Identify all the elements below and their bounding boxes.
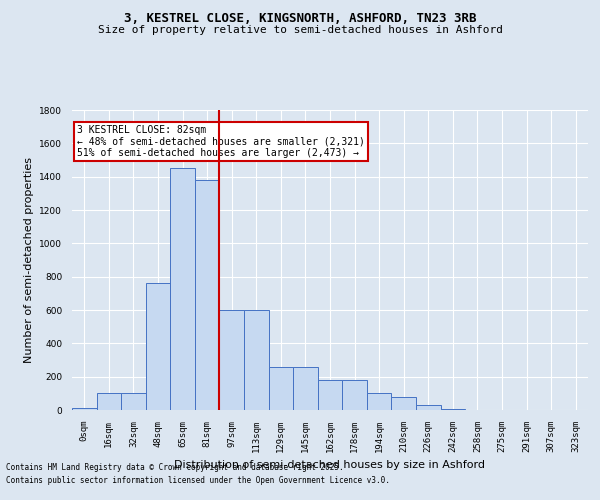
Bar [416,405,440,410]
Bar [269,366,293,410]
Bar [440,409,465,410]
Bar [97,394,121,410]
Text: 3, KESTREL CLOSE, KINGSNORTH, ASHFORD, TN23 3RB: 3, KESTREL CLOSE, KINGSNORTH, ASHFORD, T… [124,12,476,26]
Bar [72,408,97,410]
Bar [293,366,318,410]
X-axis label: Distribution of semi-detached houses by size in Ashford: Distribution of semi-detached houses by … [175,460,485,470]
Bar [367,394,391,410]
Bar [146,284,170,410]
Bar [391,396,416,410]
Text: Contains public sector information licensed under the Open Government Licence v3: Contains public sector information licen… [6,476,390,485]
Bar [318,380,342,410]
Text: Size of property relative to semi-detached houses in Ashford: Size of property relative to semi-detach… [97,25,503,35]
Bar [195,180,220,410]
Bar [170,168,195,410]
Bar [342,380,367,410]
Text: 3 KESTREL CLOSE: 82sqm
← 48% of semi-detached houses are smaller (2,321)
51% of : 3 KESTREL CLOSE: 82sqm ← 48% of semi-det… [77,125,365,158]
Text: Contains HM Land Registry data © Crown copyright and database right 2025.: Contains HM Land Registry data © Crown c… [6,464,344,472]
Bar [121,394,146,410]
Bar [244,310,269,410]
Bar [220,310,244,410]
Y-axis label: Number of semi-detached properties: Number of semi-detached properties [24,157,34,363]
